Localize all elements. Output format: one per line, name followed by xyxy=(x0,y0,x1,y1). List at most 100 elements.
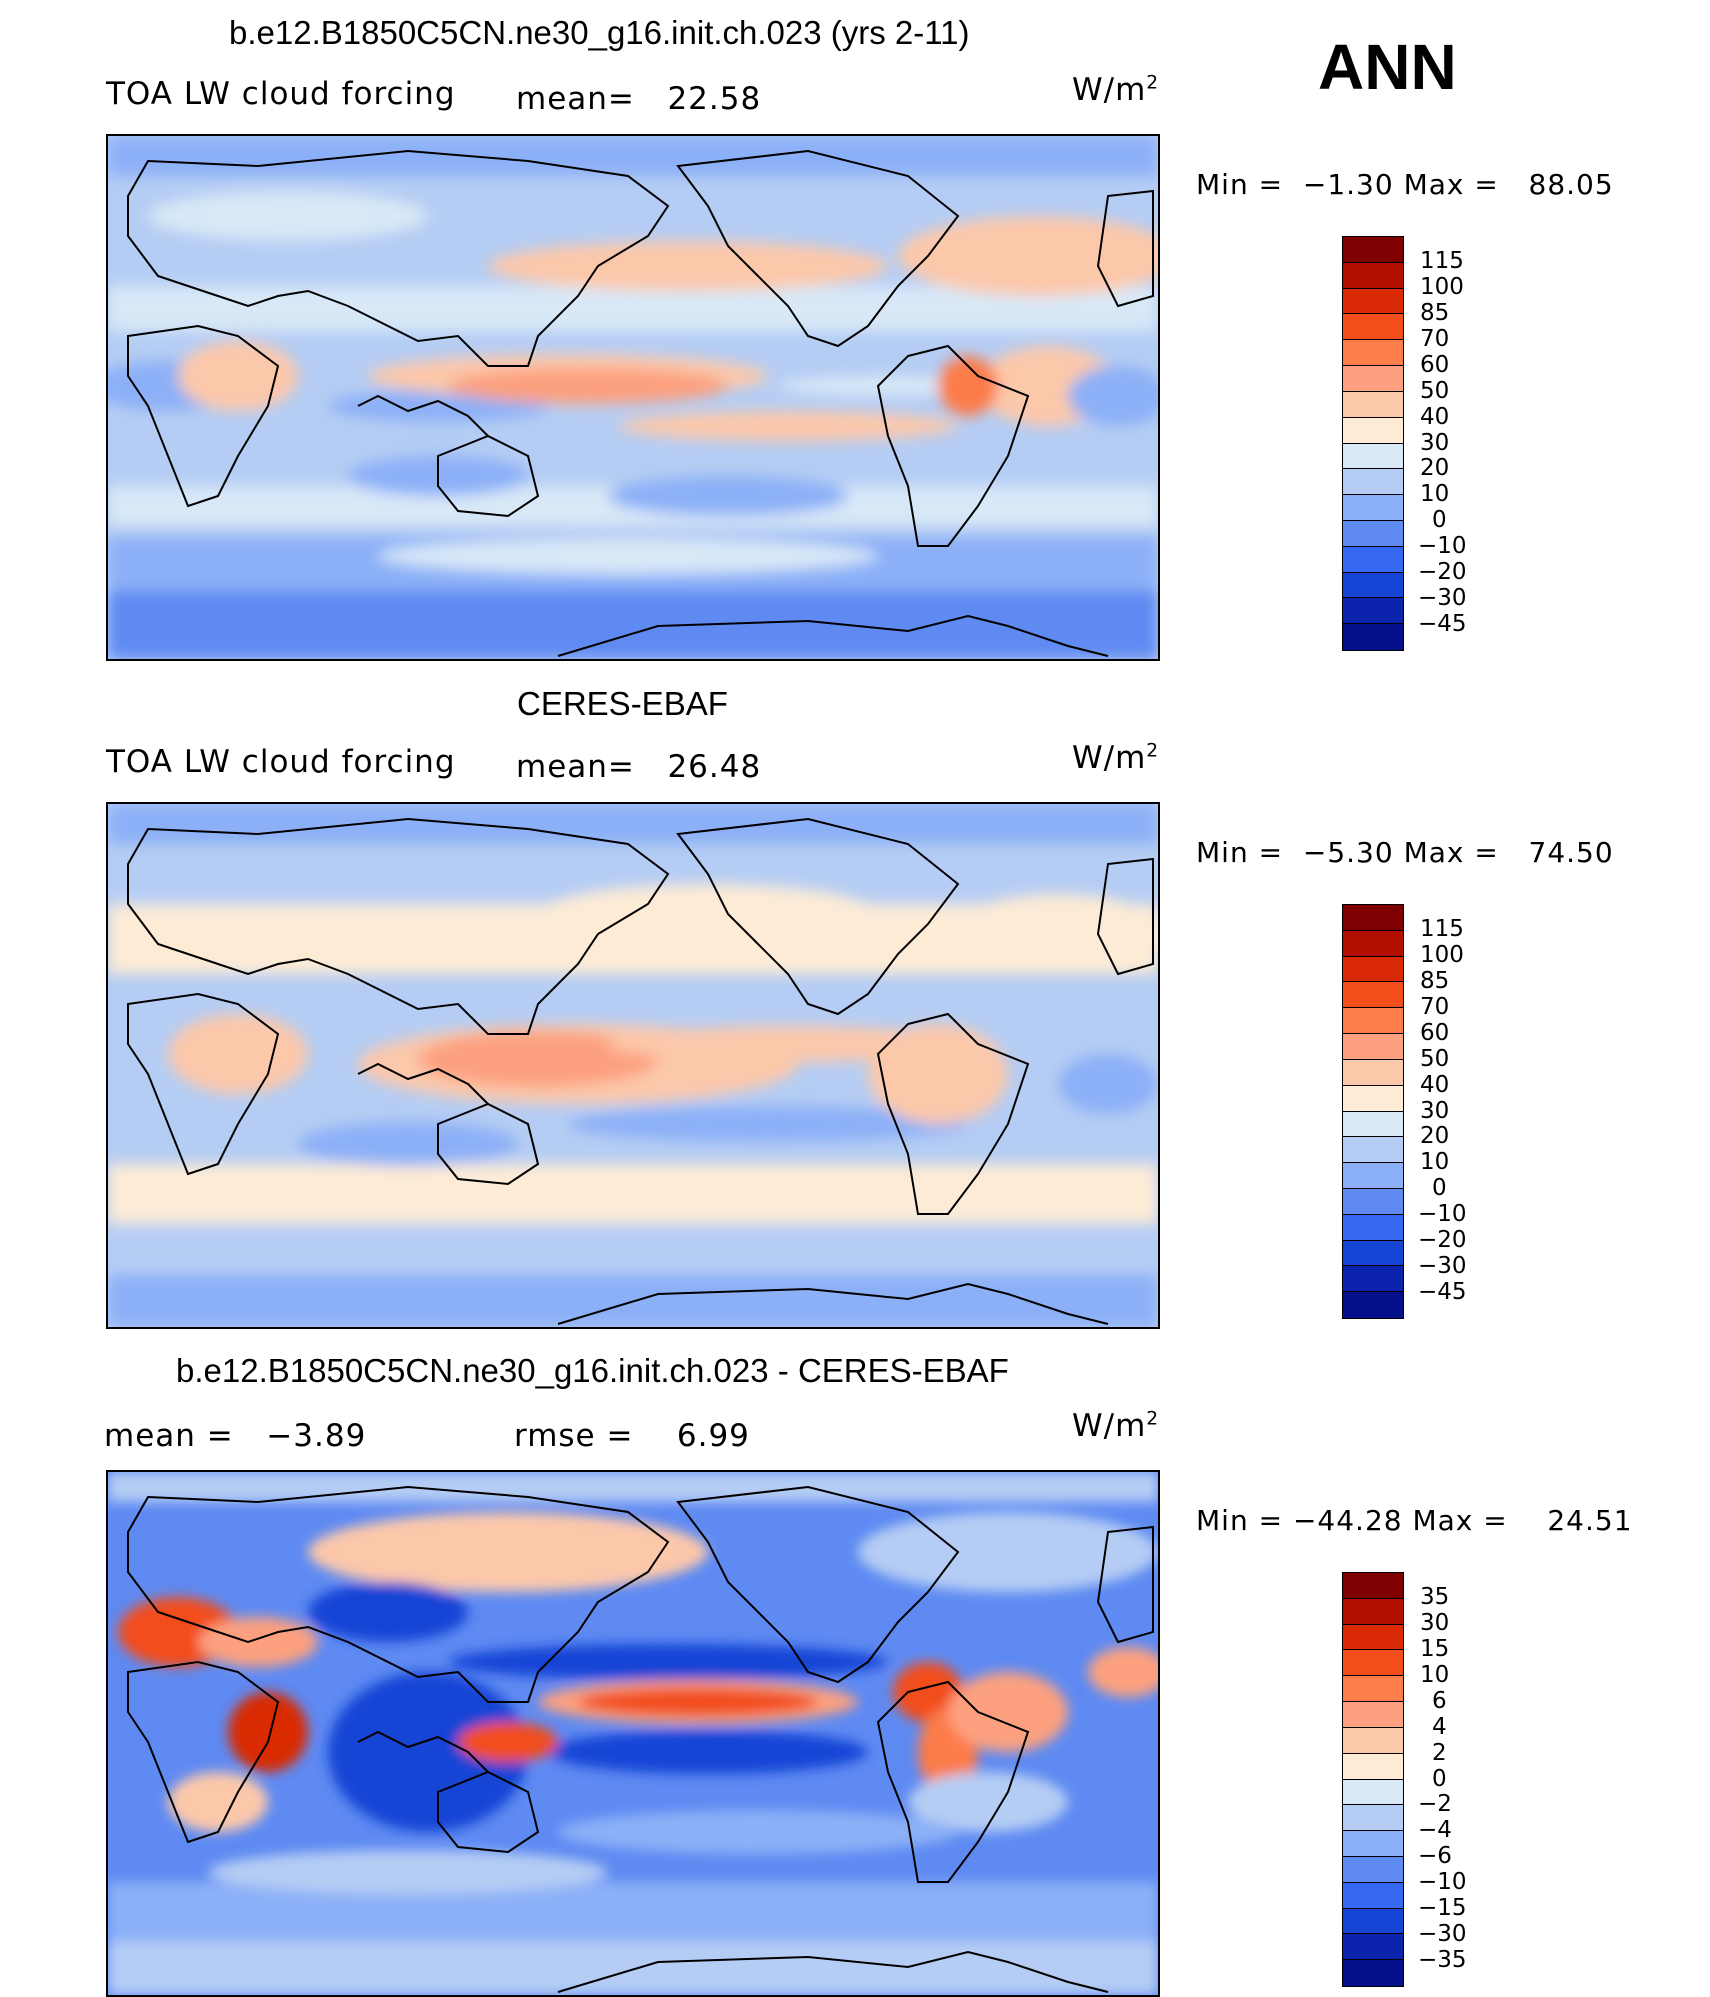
colorbar-tick-label: 10 xyxy=(1420,1661,1450,1688)
colorbar-box xyxy=(1343,1214,1403,1241)
colorbar-tick-label: 20 xyxy=(1420,455,1450,482)
panel-1-minmax: Min = −1.30 Max = 88.05 xyxy=(1196,168,1614,201)
colorbar-box xyxy=(1343,930,1403,957)
colorbar-tick-label: 0 xyxy=(1432,1175,1447,1202)
panel-3-max-value: 24.51 xyxy=(1547,1504,1633,1537)
colorbar-tick-label: 15 xyxy=(1420,1635,1450,1662)
panel-1-min-value: −1.30 xyxy=(1302,168,1394,201)
colorbar-box xyxy=(1343,237,1403,263)
colorbar-box xyxy=(1343,1702,1403,1728)
panel-1-max-value: 88.05 xyxy=(1528,168,1614,201)
colorbar-box xyxy=(1343,417,1403,444)
colorbar-tick-label: −20 xyxy=(1418,559,1467,586)
colorbar-box xyxy=(1343,598,1403,625)
colorbar-box xyxy=(1343,1059,1403,1086)
colorbar-box xyxy=(1343,1598,1403,1625)
colorbar-box xyxy=(1343,1727,1403,1754)
panel-3-rmse-label: rmse = 6.99 xyxy=(514,1418,750,1454)
panel-1-colorbar xyxy=(1342,236,1404,651)
colorbar-box xyxy=(1343,1805,1403,1832)
colorbar-box xyxy=(1343,1908,1403,1935)
panel-2-mean-value: 26.48 xyxy=(667,749,762,785)
panel-2-mean-label: mean= 26.48 xyxy=(516,749,762,785)
colorbar-tick-label: −15 xyxy=(1418,1895,1467,1922)
colorbar-box xyxy=(1343,1624,1403,1651)
colorbar-tick-label: 10 xyxy=(1420,481,1450,508)
season-label: ANN xyxy=(1318,31,1457,103)
colorbar-tick-label: 115 xyxy=(1420,915,1464,942)
colorbar-box xyxy=(1343,1831,1403,1857)
colorbar-tick-label: 100 xyxy=(1420,273,1464,300)
colorbar-box xyxy=(1343,1163,1403,1189)
colorbar-tick-label: −20 xyxy=(1418,1227,1467,1254)
panel-2-units: W/m2 xyxy=(1072,740,1160,776)
colorbar-box xyxy=(1343,982,1403,1009)
colorbar-tick-label: 70 xyxy=(1420,325,1450,352)
panel-1-map xyxy=(106,134,1160,661)
colorbar-tick-label: 0 xyxy=(1432,1765,1447,1792)
colorbar-box xyxy=(1343,469,1403,496)
panel-3-units: W/m2 xyxy=(1072,1408,1160,1444)
colorbar-tick-label: 85 xyxy=(1420,299,1450,326)
panel-2-variable-label: TOA LW cloud forcing xyxy=(106,744,456,780)
colorbar-box xyxy=(1343,1882,1403,1909)
colorbar-tick-label: −10 xyxy=(1418,1869,1467,1896)
panel-2-map xyxy=(106,802,1160,1329)
colorbar-tick-label: −30 xyxy=(1418,1253,1467,1280)
colorbar-box xyxy=(1343,1960,1403,1986)
panel-1-units: W/m2 xyxy=(1072,72,1160,108)
colorbar-box xyxy=(1343,443,1403,470)
panel-2-min-value: −5.30 xyxy=(1302,836,1394,869)
colorbar-box xyxy=(1343,366,1403,392)
colorbar-tick-label: 50 xyxy=(1420,1045,1450,1072)
colorbar-tick-label: −4 xyxy=(1418,1817,1452,1844)
colorbar-box xyxy=(1343,1650,1403,1677)
colorbar-tick-label: 40 xyxy=(1420,1071,1450,1098)
colorbar-box xyxy=(1343,1779,1403,1806)
colorbar-tick-label: −10 xyxy=(1418,1201,1467,1228)
colorbar-box xyxy=(1343,340,1403,367)
panel-2-minmax: Min = −5.30 Max = 74.50 xyxy=(1196,836,1614,869)
colorbar-box xyxy=(1343,314,1403,341)
panel-3-map xyxy=(106,1470,1160,1997)
panel-1-title: b.e12.B1850C5CN.ne30_g16.init.ch.023 (yr… xyxy=(229,14,970,51)
colorbar-tick-label: −30 xyxy=(1418,585,1467,612)
colorbar-box xyxy=(1343,391,1403,418)
colorbar-box xyxy=(1343,1008,1403,1035)
colorbar-tick-label: −30 xyxy=(1418,1921,1467,1948)
panel-3-mean-label: mean = −3.89 xyxy=(104,1418,367,1454)
colorbar-box xyxy=(1343,1266,1403,1293)
colorbar-box xyxy=(1343,1085,1403,1112)
colorbar-tick-label: 30 xyxy=(1420,1097,1450,1124)
panel-2-colorbar xyxy=(1342,904,1404,1319)
colorbar-tick-label: 30 xyxy=(1420,429,1450,456)
colorbar-tick-label: −2 xyxy=(1418,1791,1452,1818)
colorbar-tick-label: 35 xyxy=(1420,1583,1450,1610)
colorbar-tick-label: −45 xyxy=(1418,611,1467,638)
panel-1-mean-label: mean= 22.58 xyxy=(516,81,762,117)
colorbar-tick-label: 60 xyxy=(1420,1019,1450,1046)
colorbar-tick-label: 85 xyxy=(1420,967,1450,994)
colorbar-box xyxy=(1343,956,1403,983)
colorbar-box xyxy=(1343,1753,1403,1780)
colorbar-tick-label: 115 xyxy=(1420,247,1464,274)
colorbar-tick-label: −35 xyxy=(1418,1947,1467,1974)
colorbar-tick-label: −6 xyxy=(1418,1843,1452,1870)
colorbar-box xyxy=(1343,1676,1403,1703)
panel-1-mean-value: 22.58 xyxy=(667,81,762,117)
colorbar-tick-label: 30 xyxy=(1420,1609,1450,1636)
panel-3-min-value: −44.28 xyxy=(1292,1504,1403,1537)
colorbar-tick-label: 50 xyxy=(1420,377,1450,404)
colorbar-box xyxy=(1343,1856,1403,1883)
colorbar-tick-label: 6 xyxy=(1432,1687,1447,1714)
panel-3-colorbar xyxy=(1342,1572,1404,1987)
colorbar-tick-label: 4 xyxy=(1432,1713,1447,1740)
panel-3-rmse-value: 6.99 xyxy=(676,1418,750,1454)
colorbar-tick-label: 40 xyxy=(1420,403,1450,430)
colorbar-box xyxy=(1343,1034,1403,1060)
colorbar-box xyxy=(1343,1188,1403,1215)
colorbar-tick-label: −45 xyxy=(1418,1279,1467,1306)
colorbar-box xyxy=(1343,1111,1403,1138)
panel-2-title: CERES-EBAF xyxy=(517,685,728,722)
colorbar-box xyxy=(1343,495,1403,521)
